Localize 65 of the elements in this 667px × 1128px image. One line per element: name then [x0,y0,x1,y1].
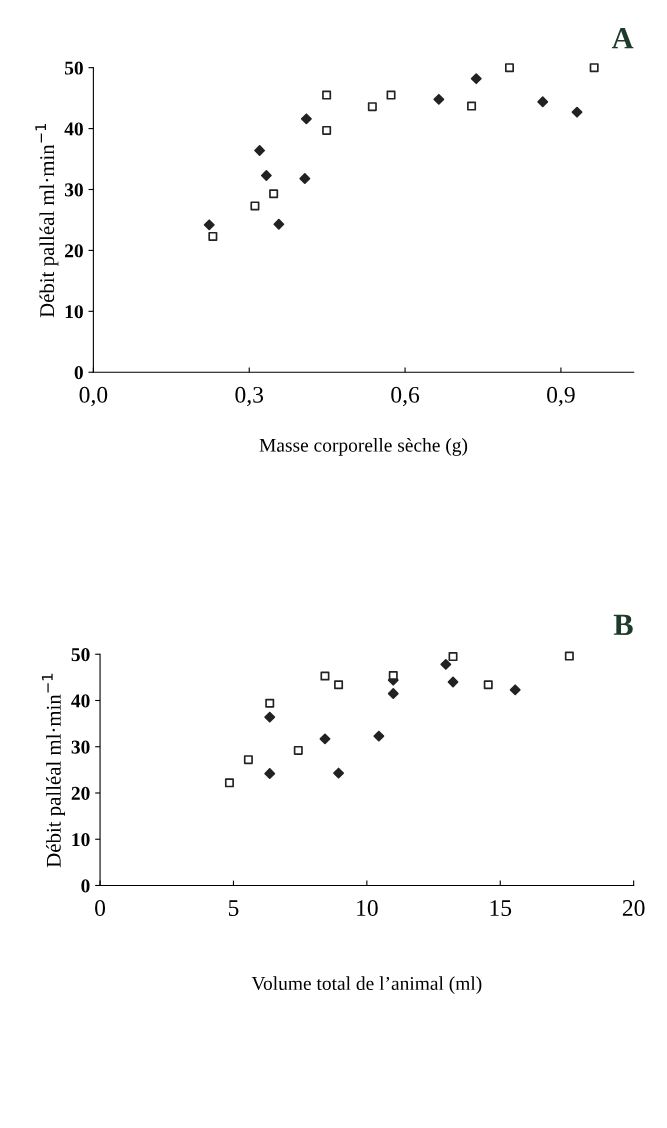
point [589,63,599,73]
point [265,698,275,708]
x-axis-title: Volume total de l’animal (ml) [251,976,482,994]
y-tick-label: 10 [72,833,90,847]
point [300,113,312,125]
y-tick-label: 40 [64,122,83,136]
y-axis-title: Débit palléal ml·min$^{−1}$ [35,123,59,318]
point [273,218,285,230]
x-tick-label: 5 [228,900,239,916]
chart-title: A [611,28,634,49]
x-tick-label: 15 [490,900,512,916]
y-tick-label: 40 [71,694,90,708]
point [387,688,399,699]
point [334,680,344,690]
x-axis-title: Masse corporelle sèche (g) [259,438,468,456]
point [386,90,396,100]
y-tick-label: 0 [81,879,90,893]
point [264,768,276,780]
point [269,189,279,199]
y-tick-label: 50 [71,648,90,662]
point [470,73,482,85]
point [320,671,330,681]
y-tick-label: 30 [71,740,90,754]
point [537,96,549,108]
point [203,219,215,231]
x-tick-label: 0,9 [547,386,575,407]
y-tick-label: 0 [74,366,83,380]
point [448,652,458,662]
point [467,101,477,111]
point [564,651,574,661]
x-tick-label: 0,6 [391,386,420,407]
point [440,658,452,670]
x-tick-label: 10 [357,900,378,916]
point [208,231,218,241]
point [264,711,276,723]
point [322,125,332,135]
point [509,684,521,696]
point [433,93,445,105]
point [483,680,493,690]
x-tick-label: 0,0 [79,386,108,407]
point [504,63,515,73]
y-tick-label: 20 [71,786,90,800]
point [571,106,583,118]
y-axis-title: Débit palléal ml·min$^{−1}$ [41,673,66,868]
y-tick-label: 10 [65,305,83,319]
point [447,676,459,688]
point [373,730,385,742]
y-tick-label: 50 [64,61,83,75]
chart-title: B [613,614,633,635]
point [367,102,377,112]
point [333,767,345,779]
x-tick-label: 0 [95,900,106,916]
y-tick-label: 20 [65,244,83,258]
point [224,778,234,788]
point [250,201,260,211]
point [243,755,253,765]
point [319,733,331,745]
point [254,145,266,156]
y-tick-label: 30 [64,183,83,197]
x-tick-label: 0,3 [235,386,264,407]
x-tick-label: 20 [622,900,645,916]
point [299,173,311,184]
point [260,170,272,181]
point [322,90,332,100]
point [293,745,303,755]
